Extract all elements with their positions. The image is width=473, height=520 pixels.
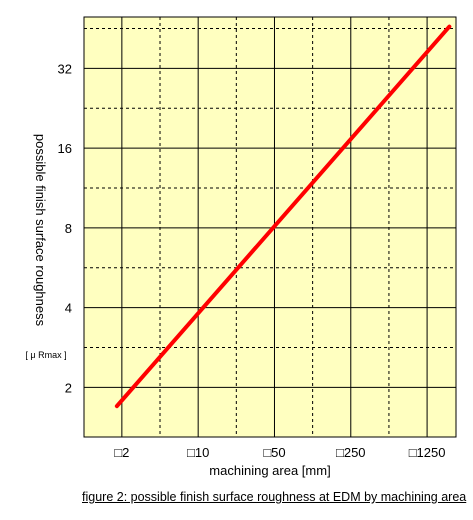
- y-tick-label: 4: [65, 301, 72, 316]
- y-axis-label: possible finish surface roughness: [33, 134, 48, 327]
- x-tick-label: □2: [114, 445, 129, 460]
- y-tick-label: 16: [58, 141, 72, 156]
- roughness-chart: □2 □10 □50 □250 □1250 2 4 8 16 32 machining area…: [25, 16, 457, 478]
- y-tick-label: 32: [58, 61, 72, 76]
- x-tick-label: □1250: [409, 445, 446, 460]
- figure-caption: figure 2: possible finish surface roughn…: [82, 490, 467, 504]
- y-tick-label: 8: [65, 221, 72, 236]
- x-tick-label: □250: [336, 445, 366, 460]
- plot-frame: [83, 16, 457, 438]
- x-tick-label: □10: [187, 445, 209, 460]
- y-tick-labels: 2 4 8 16 32: [58, 61, 72, 395]
- x-tick-label: □50: [263, 445, 285, 460]
- grid-minor: [84, 17, 456, 437]
- grid-major: [84, 17, 456, 437]
- y-tick-label: 2: [65, 380, 72, 395]
- series-line: [114, 24, 452, 409]
- x-axis-label: machining area [mm]: [209, 463, 330, 478]
- series-lines: [114, 24, 452, 409]
- x-tick-labels: □2 □10 □50 □250 □1250: [114, 445, 445, 460]
- y-axis-unit: [ μ Rmax ]: [25, 350, 66, 360]
